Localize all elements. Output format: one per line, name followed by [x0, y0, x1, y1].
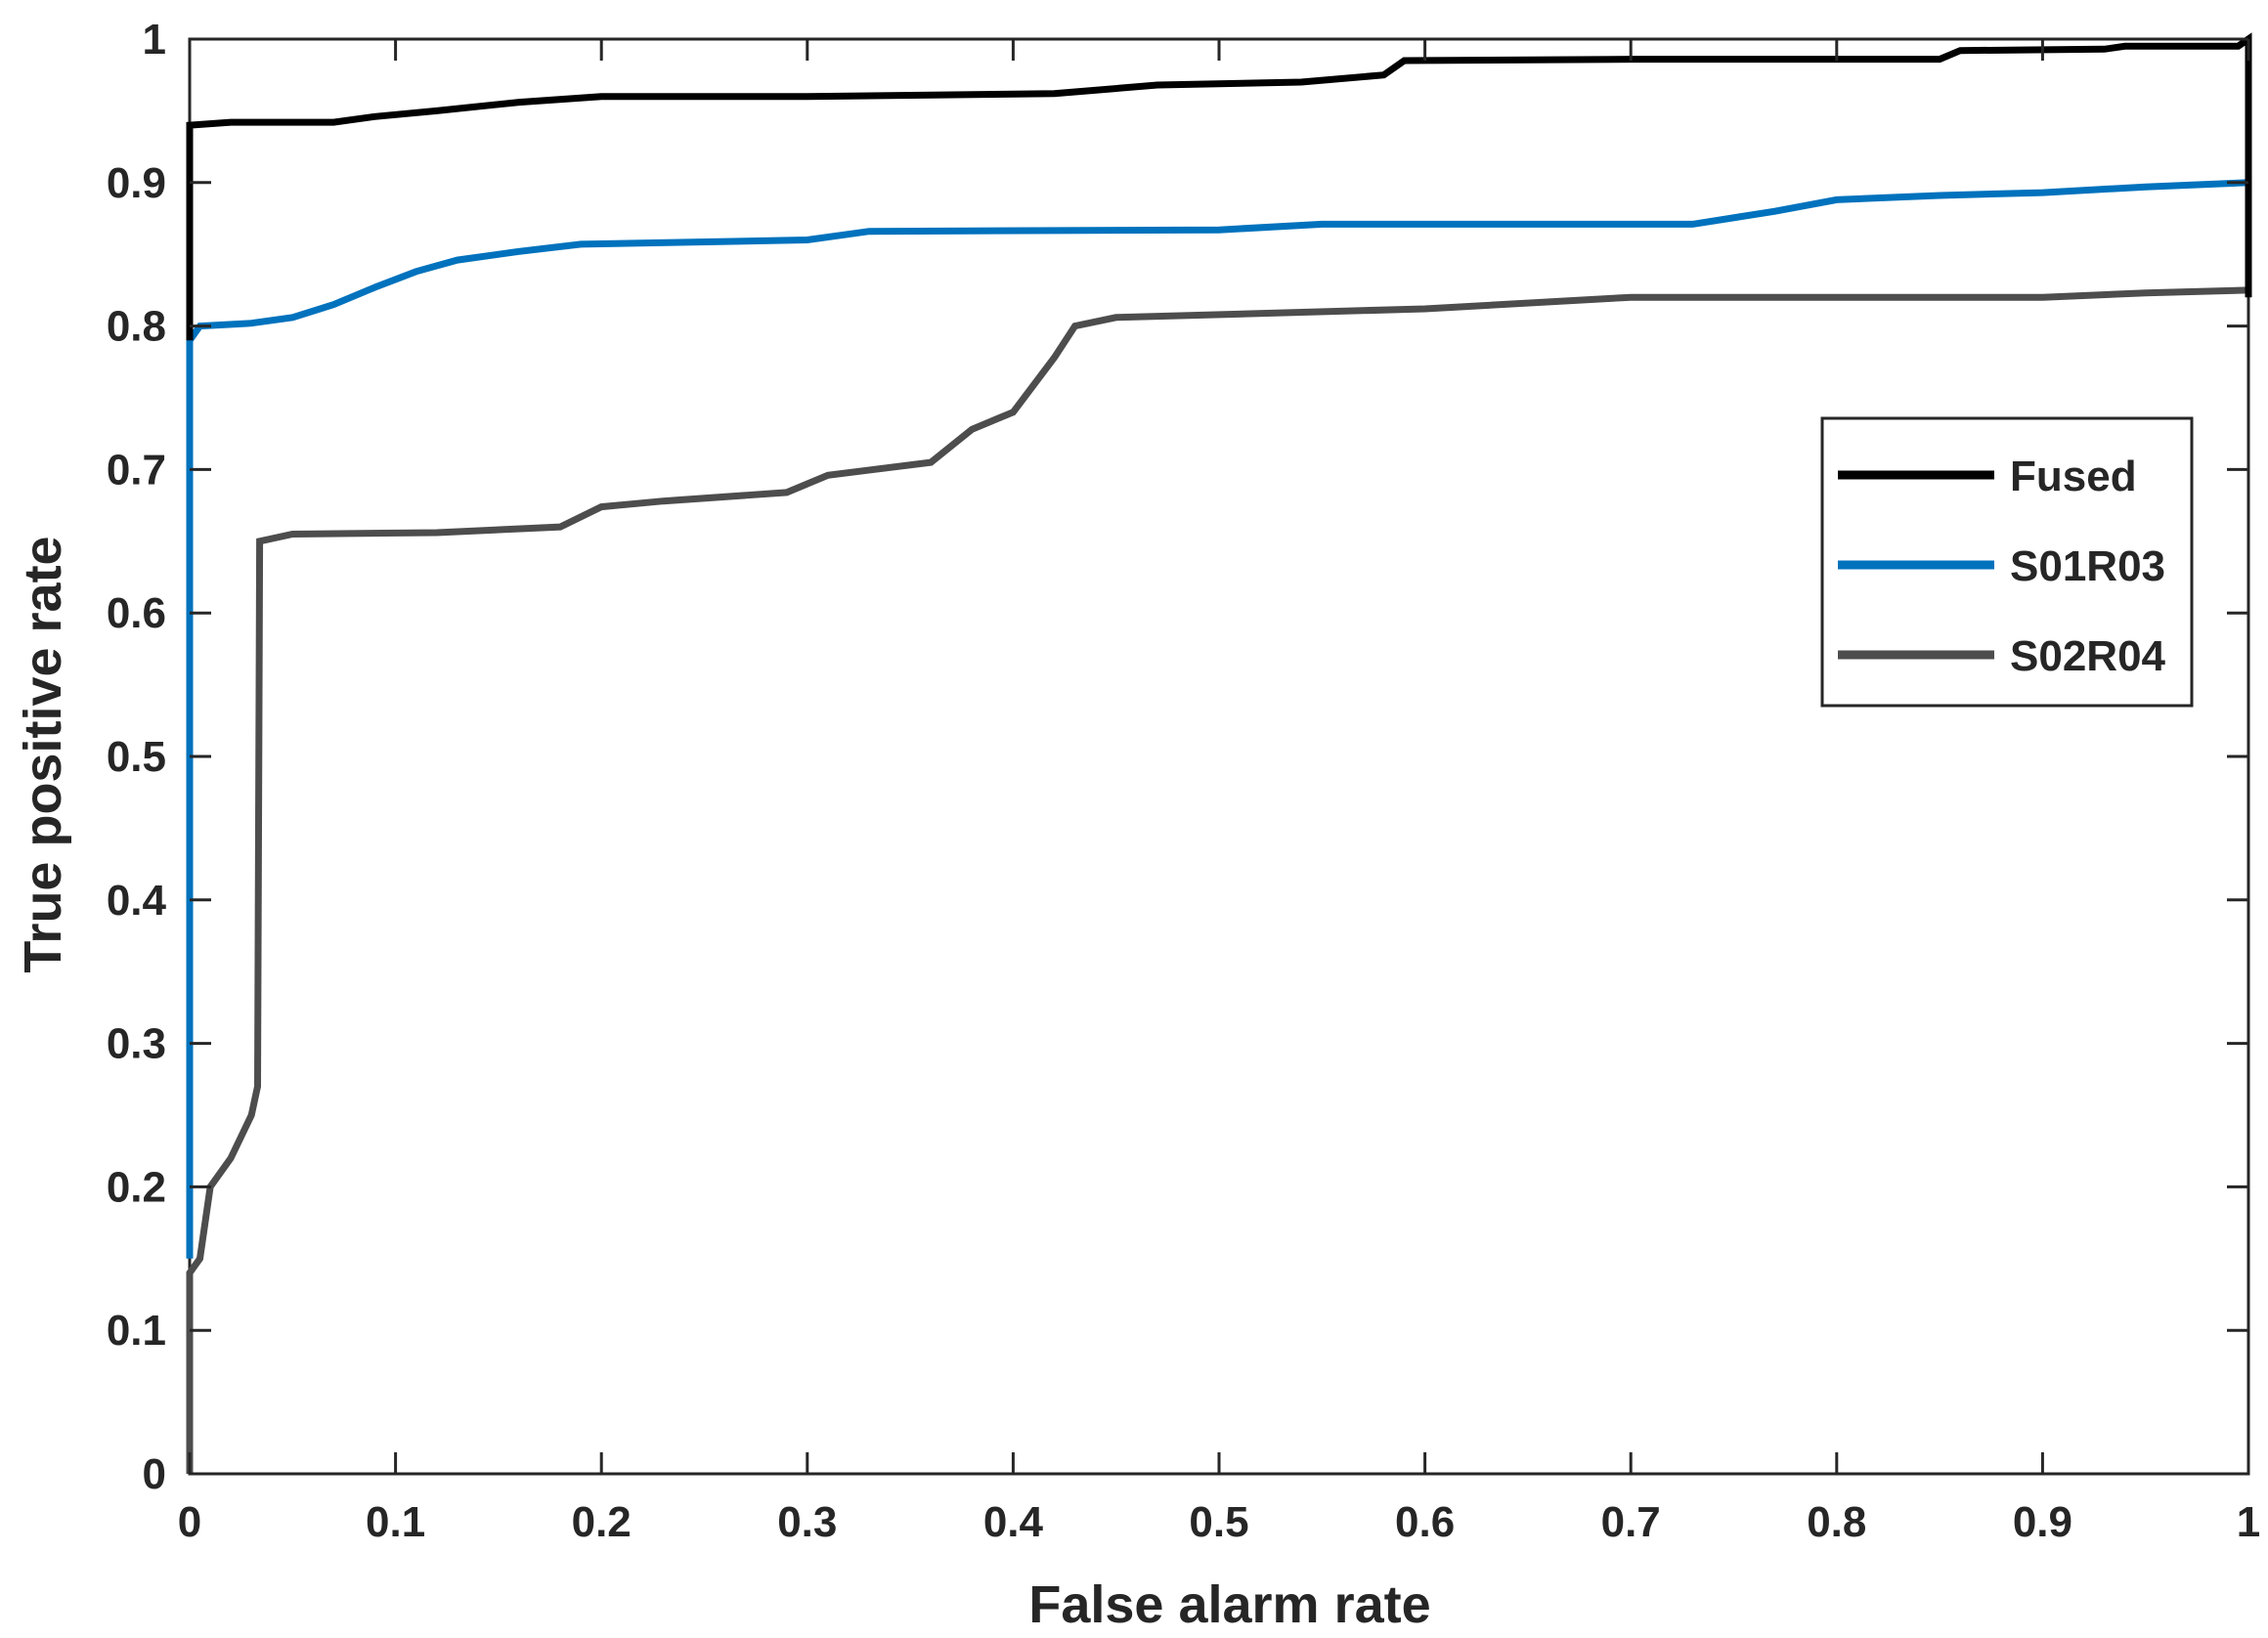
series-line-s01r03 — [186, 179, 2249, 1259]
series-line-fused — [186, 32, 2252, 341]
y-tick-label: 0.3 — [107, 1020, 166, 1068]
y-tick-label: 0.5 — [107, 733, 166, 781]
plot-frame — [188, 37, 2250, 1476]
x-tick-label: 0 — [178, 1498, 201, 1546]
legend-label-s02r04: S02R04 — [2010, 632, 2166, 680]
x-tick-label: 0.3 — [777, 1498, 837, 1546]
x-tick-label: 0.9 — [2013, 1498, 2072, 1546]
x-tick-label: 0.6 — [1395, 1498, 1455, 1546]
x-tick-label: 1 — [2237, 1498, 2260, 1546]
series-line-s02r04 — [186, 282, 2252, 1474]
y-tick-label: 1 — [143, 16, 166, 64]
y-axis-label: True positive rate — [14, 536, 72, 972]
y-tick-label: 0.1 — [107, 1307, 166, 1355]
curves — [186, 32, 2252, 1474]
x-tick-label: 0.2 — [572, 1498, 632, 1546]
y-tick-label: 0.4 — [107, 877, 167, 925]
x-axis-label: False alarm rate — [1028, 1575, 1430, 1634]
plot-area — [188, 37, 2250, 1476]
legend-label-s01r03: S01R03 — [2010, 542, 2165, 590]
x-tick-label: 0.1 — [366, 1498, 425, 1546]
legend-label-fused: Fused — [2010, 453, 2137, 500]
y-tick-label: 0.8 — [107, 303, 166, 351]
y-tick-label: 0.6 — [107, 589, 166, 637]
x-tick-label: 0.5 — [1189, 1498, 1248, 1546]
legend: Fused S01R03 S02R04 — [1820, 416, 2194, 708]
x-tick-label: 0.4 — [983, 1498, 1044, 1546]
y-tick-label: 0 — [143, 1450, 166, 1498]
y-tick-label: 0.2 — [107, 1163, 166, 1211]
x-tick-label: 0.7 — [1601, 1498, 1661, 1546]
y-tick-label: 0.9 — [107, 159, 166, 207]
y-tick-label: 0.7 — [107, 446, 166, 494]
x-tick-label: 0.8 — [1807, 1498, 1866, 1546]
axis-ticks: 0 0.1 0.2 0.3 0.4 0.5 0.6 0.7 0.8 0.9 1 0 0.1 0.2 0.3 0… — [107, 16, 2260, 1546]
